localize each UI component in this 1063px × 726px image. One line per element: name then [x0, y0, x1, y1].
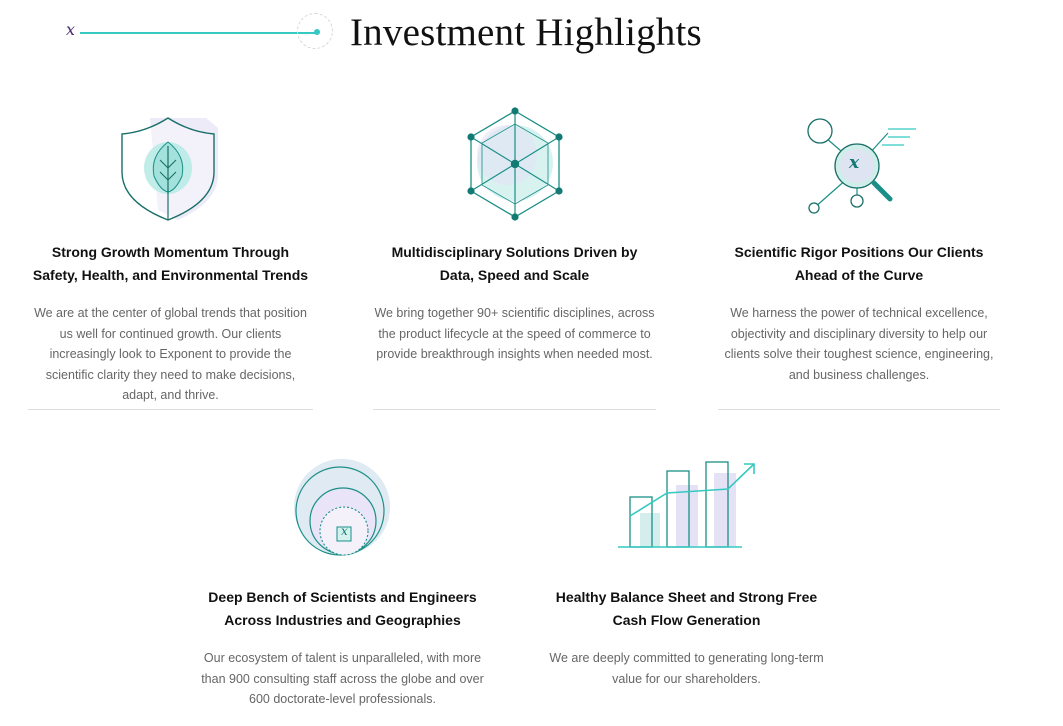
highlight-body: Our ecosystem of talent is unparalleled,…	[201, 651, 484, 706]
highlight-body: We are deeply committed to generating lo…	[549, 651, 824, 686]
header-ring-decoration	[297, 13, 333, 49]
bar-growth-icon	[618, 461, 755, 548]
highlight-body: We are at the center of global trends th…	[34, 306, 307, 402]
highlight-card-solutions: Multidisciplinary Solutions Driven by Da…	[373, 105, 656, 415]
highlight-card-balance-sheet: Healthy Balance Sheet and Strong Free Ca…	[544, 455, 829, 715]
highlight-card-talent: x Deep Bench of Scientists and Engineers…	[200, 455, 485, 715]
highlight-body: We harness the power of technical excell…	[724, 306, 994, 382]
concentric-circles-icon	[294, 459, 390, 556]
highlight-title: Deep Bench of Scientists and Engineers A…	[208, 589, 477, 628]
x-mark-icon: x	[66, 20, 76, 39]
page-title: Investment Highlights	[350, 11, 702, 54]
header-divider-line	[80, 32, 316, 34]
card-divider	[28, 409, 313, 410]
highlight-title: Strong Growth Momentum Through Safety, H…	[32, 244, 309, 283]
shield-leaf-icon	[121, 117, 218, 221]
magnifier-network-icon	[807, 118, 916, 214]
highlight-title: Multidisciplinary Solutions Driven by Da…	[391, 244, 638, 283]
section-header: x Investment Highlights	[0, 0, 1063, 70]
card-divider	[718, 409, 1000, 410]
highlight-title: Scientific Rigor Positions Our Clients A…	[734, 244, 984, 283]
highlight-card-growth: Strong Growth Momentum Through Safety, H…	[28, 105, 313, 415]
x-mark-icon: x	[341, 524, 348, 538]
header-dot-decoration	[314, 29, 320, 35]
highlight-title: Healthy Balance Sheet and Strong Free Ca…	[555, 589, 818, 628]
card-divider	[373, 409, 656, 410]
highlight-card-rigor: x Scientific Rigor Positions Our Clients…	[718, 105, 1000, 415]
highlight-body: We bring together 90+ scientific discipl…	[374, 306, 655, 361]
x-mark-icon: x	[849, 153, 860, 173]
hexagon-network-icon	[467, 107, 563, 221]
